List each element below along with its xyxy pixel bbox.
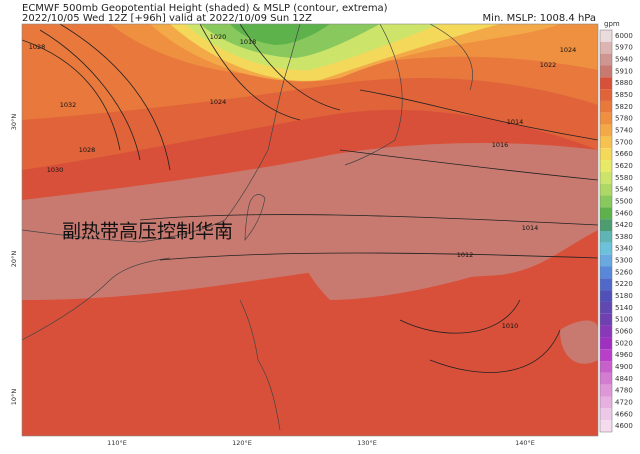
colorbar-label: 5300 xyxy=(615,257,633,265)
colorbar-swatch xyxy=(600,41,612,54)
colorbar-label: 5820 xyxy=(615,103,633,111)
colorbar-swatch xyxy=(600,124,612,137)
colorbar-label: 5020 xyxy=(615,339,633,347)
contour-label: 1018 xyxy=(240,38,257,46)
colorbar-swatch xyxy=(600,65,612,78)
title: ECMWF 500mb Geopotential Height (shaded)… xyxy=(22,3,388,14)
colorbar-label: 5660 xyxy=(615,150,633,158)
colorbar-label: 4900 xyxy=(615,363,633,371)
colorbar-label: 4660 xyxy=(615,410,633,418)
colorbar-label: 4960 xyxy=(615,351,633,359)
contour-label: 1022 xyxy=(540,61,557,69)
colorbar-swatch xyxy=(600,136,612,149)
colorbar-swatch xyxy=(600,266,612,279)
colorbar-swatch xyxy=(600,195,612,208)
lon-label: 130°E xyxy=(357,439,377,447)
colorbar-unit: gpm xyxy=(604,20,620,28)
contour-label: 1030 xyxy=(47,166,64,174)
colorbar-label: 4600 xyxy=(615,422,633,430)
lon-label: 140°E xyxy=(515,439,535,447)
subtitle: 2022/10/05 Wed 12Z [+96h] valid at 2022/… xyxy=(22,13,312,24)
contour-label: 1010 xyxy=(502,322,519,330)
colorbar-label: 5700 xyxy=(615,138,633,146)
colorbar-swatch xyxy=(600,408,612,421)
colorbar-label: 5970 xyxy=(615,44,633,52)
colorbar-swatch xyxy=(600,325,612,338)
colorbar-swatch xyxy=(600,231,612,243)
colorbar-swatch xyxy=(600,89,612,101)
colorbar-label: 5340 xyxy=(615,245,633,253)
colorbar-label: 5420 xyxy=(615,221,633,229)
contour-label: 1012 xyxy=(457,251,474,259)
colorbar-swatch xyxy=(600,242,612,255)
colorbar-swatch xyxy=(600,313,612,326)
colorbar-label: 5940 xyxy=(615,56,633,64)
contour-label: 1028 xyxy=(79,146,96,154)
lon-label: 110°E xyxy=(107,439,127,447)
colorbar-frame xyxy=(599,29,613,433)
contour-label: 1024 xyxy=(210,98,227,106)
contour-label: 1016 xyxy=(492,141,509,149)
colorbar-swatch xyxy=(600,207,612,220)
colorbar-swatch xyxy=(600,148,612,161)
colorbar-swatch xyxy=(600,171,612,184)
contour-label: 1014 xyxy=(522,224,539,232)
colorbar-swatch xyxy=(600,290,612,302)
colorbar-label: 5500 xyxy=(615,197,633,205)
colorbar-label: 5850 xyxy=(615,91,633,99)
colorbar-swatch xyxy=(600,219,612,231)
colorbar-label: 5740 xyxy=(615,127,633,135)
colorbar-swatch xyxy=(600,254,612,267)
colorbar-swatch xyxy=(600,384,612,397)
colorbar-swatch xyxy=(600,77,612,90)
min-mslp: Min. MSLP: 1008.4 hPa xyxy=(483,13,596,24)
colorbar-swatch xyxy=(600,160,612,172)
colorbar-swatch xyxy=(600,420,612,432)
colorbar-label: 6000 xyxy=(615,32,633,40)
colorbar-label: 5260 xyxy=(615,268,633,276)
contour-label: 1014 xyxy=(507,118,524,126)
map-area xyxy=(22,24,598,436)
contour-label: 1020 xyxy=(210,33,227,41)
colorbar-label: 4720 xyxy=(615,398,633,406)
colorbar-label: 5100 xyxy=(615,316,633,324)
colorbar-swatch xyxy=(600,53,612,66)
colorbar-swatch xyxy=(600,396,612,409)
colorbar-swatch xyxy=(600,349,612,362)
map-frame xyxy=(21,23,599,437)
colorbar-label: 5780 xyxy=(615,115,633,123)
colorbar-label: 5580 xyxy=(615,174,633,182)
colorbar-swatch xyxy=(600,337,612,350)
colorbar-label: 4840 xyxy=(615,375,633,383)
colorbar-label: 5060 xyxy=(615,328,633,336)
colorbar-swatch xyxy=(600,301,612,314)
colorbar-label: 5620 xyxy=(615,162,633,170)
colorbar-label: 5910 xyxy=(615,67,633,75)
colorbar-label: 5880 xyxy=(615,79,633,87)
colorbar-swatch xyxy=(600,278,612,291)
contour-label: 1024 xyxy=(560,46,577,54)
colorbar-label: 5380 xyxy=(615,233,633,241)
lat-label: 10°N xyxy=(10,389,18,406)
colorbar-swatch xyxy=(600,112,612,125)
colorbar-swatch xyxy=(600,361,612,373)
lon-label: 120°E xyxy=(232,439,252,447)
lat-label: 20°N xyxy=(10,251,18,268)
colorbar-label: 4780 xyxy=(615,387,633,395)
colorbar-swatch xyxy=(600,30,612,42)
lat-label: 30°N xyxy=(10,114,18,131)
colorbar-swatch xyxy=(600,183,612,196)
annotation: 副热带高压控制华南 xyxy=(62,221,233,243)
colorbar-label: 5220 xyxy=(615,280,633,288)
colorbar-swatch xyxy=(600,372,612,385)
colorbar-label: 5540 xyxy=(615,186,633,194)
colorbar-label: 5180 xyxy=(615,292,633,300)
contour-label: 1028 xyxy=(29,43,46,51)
colorbar-label: 5140 xyxy=(615,304,633,312)
colorbar-label: 5460 xyxy=(615,209,633,217)
colorbar-swatch xyxy=(600,100,612,113)
contour-label: 1032 xyxy=(60,101,77,109)
